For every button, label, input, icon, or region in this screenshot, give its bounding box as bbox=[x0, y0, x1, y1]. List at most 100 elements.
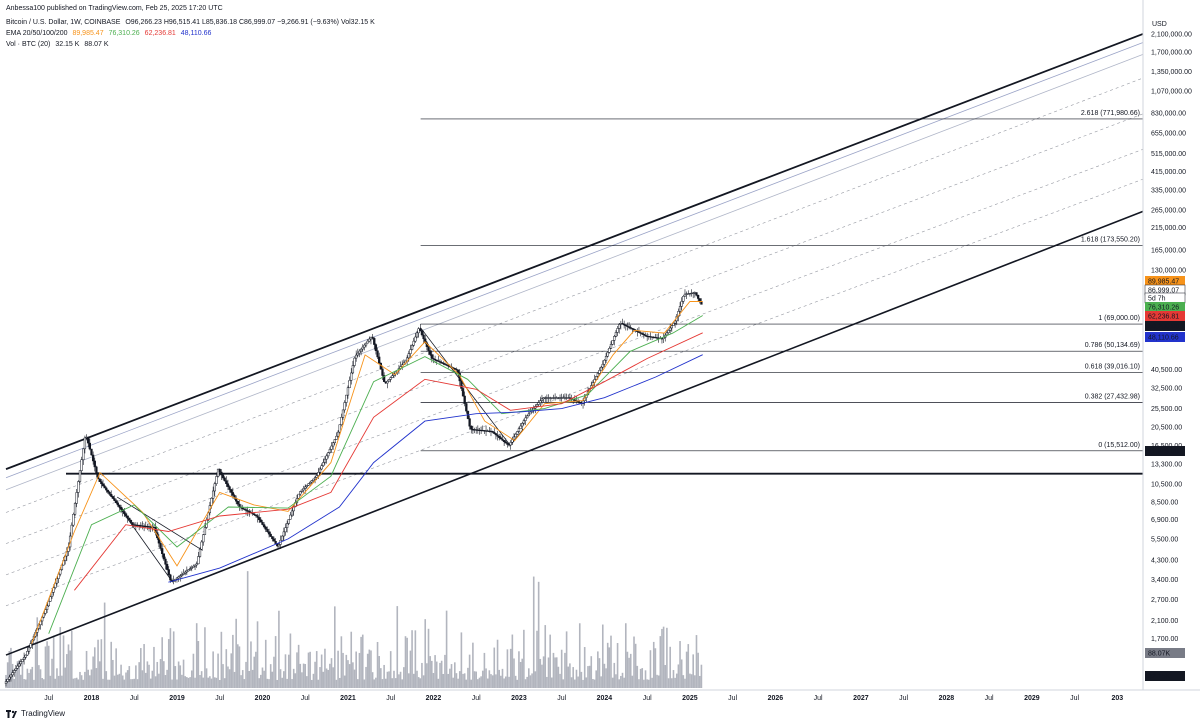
volume-bar bbox=[498, 669, 501, 688]
time-tick-label: 2027 bbox=[853, 695, 869, 702]
time-axis[interactable]: Jul 2018 Jul 2019 Jul 2020 Jul 2021 Jul 2022 Jul 20… bbox=[0, 689, 1200, 702]
volume-bar bbox=[552, 652, 555, 688]
candle-body bbox=[215, 476, 218, 484]
volume-bar bbox=[394, 678, 397, 688]
volume-bar bbox=[368, 649, 371, 688]
candle-body bbox=[455, 368, 458, 371]
volume-bar bbox=[491, 675, 494, 688]
volume-bar bbox=[671, 678, 673, 688]
candle-body bbox=[460, 380, 463, 389]
volume-bar bbox=[608, 647, 611, 688]
time-tick-label: 2018 bbox=[84, 695, 100, 702]
candle-body bbox=[637, 331, 641, 333]
volume-bar bbox=[345, 654, 348, 688]
candle-body bbox=[445, 364, 448, 366]
ema-line bbox=[74, 332, 703, 591]
volume-legend[interactable]: Vol · BTC (20) 32.15 K 88.07 K bbox=[6, 40, 112, 50]
volume-bar bbox=[334, 606, 336, 688]
price-axis[interactable]: USD 2,100,000.00 1,700,000.00 1,350,000.00 1… bbox=[1142, 0, 1192, 690]
candle-body bbox=[221, 474, 225, 479]
candle-body bbox=[535, 404, 539, 407]
volume-bar bbox=[228, 669, 231, 688]
candle-body bbox=[527, 413, 530, 417]
ema-legend[interactable]: EMA 20/50/100/200 89,985.47 76,310.26 62… bbox=[6, 29, 214, 39]
volume-bar bbox=[235, 618, 237, 688]
volume-bar bbox=[260, 674, 262, 688]
volume-bar bbox=[500, 675, 502, 688]
candle-body bbox=[238, 503, 241, 508]
time-tick-label: Jul bbox=[386, 695, 395, 702]
tradingview-brand[interactable]: TradingView bbox=[6, 709, 65, 718]
ema-line bbox=[168, 354, 703, 583]
volume-bar bbox=[435, 661, 438, 688]
candle-body bbox=[14, 668, 18, 671]
volume-bar bbox=[549, 634, 551, 688]
candle-body bbox=[343, 402, 346, 411]
candle-body bbox=[290, 510, 294, 516]
price-tick-label: 40,500.00 bbox=[1151, 367, 1182, 374]
time-tick-label: 203 bbox=[1112, 695, 1124, 702]
candle-body bbox=[225, 480, 228, 484]
price-tick-label: 415,000.00 bbox=[1151, 169, 1186, 176]
volume-bar bbox=[36, 617, 39, 688]
volume-bar bbox=[121, 675, 124, 688]
volume-bar bbox=[527, 668, 530, 688]
volume-bar bbox=[618, 679, 621, 688]
candle-body bbox=[203, 527, 207, 535]
volume-bar bbox=[687, 644, 690, 688]
volume-bar bbox=[268, 679, 270, 688]
volume-bar bbox=[534, 671, 537, 688]
candle-body bbox=[49, 596, 52, 602]
candle-body bbox=[184, 571, 187, 574]
ema-legend-label[interactable]: EMA 20/50/100/200 bbox=[6, 30, 68, 37]
candle-body bbox=[506, 442, 509, 445]
volume-bar bbox=[16, 661, 19, 688]
volume-bar bbox=[620, 675, 622, 688]
candle-body bbox=[359, 348, 363, 352]
candle-body bbox=[325, 455, 328, 460]
candle-body bbox=[382, 375, 386, 382]
volume-bar bbox=[513, 658, 515, 688]
time-tick-label: 2019 bbox=[169, 695, 185, 702]
volume-bar bbox=[449, 668, 451, 688]
volume-bar bbox=[222, 664, 224, 688]
volume-bar bbox=[643, 679, 645, 688]
volume-bar bbox=[493, 647, 496, 688]
volume-bar bbox=[131, 679, 134, 688]
volume-bar bbox=[355, 651, 357, 688]
candle-body bbox=[363, 344, 366, 348]
volume-bar bbox=[659, 636, 662, 688]
volume-bar bbox=[164, 675, 167, 688]
candle-body bbox=[346, 387, 350, 396]
volume-bar bbox=[248, 670, 251, 688]
volume-bar bbox=[457, 678, 459, 688]
candle-body bbox=[70, 524, 73, 537]
volume-bar bbox=[600, 676, 602, 688]
candle-body bbox=[641, 333, 644, 335]
candle-body bbox=[526, 415, 529, 419]
volume-bar bbox=[370, 650, 372, 688]
published-line: Anbessa100 published on TradingView.com,… bbox=[6, 4, 226, 14]
volume-legend-label[interactable]: Vol · BTC (20) bbox=[6, 41, 51, 48]
symbol-title[interactable]: Bitcoin / U.S. Dollar, 1W, COINBASE bbox=[6, 19, 121, 26]
candle-body bbox=[496, 434, 499, 437]
volume-bar bbox=[496, 639, 499, 688]
volume-bar bbox=[587, 666, 589, 688]
candle-body bbox=[198, 548, 202, 557]
volume-bar bbox=[690, 674, 693, 688]
candle-body bbox=[167, 569, 170, 576]
volume-bar bbox=[532, 576, 535, 688]
candle-body bbox=[412, 340, 415, 346]
time-tick-label: 2026 bbox=[768, 695, 784, 702]
volume-bar bbox=[468, 654, 471, 688]
candle-body bbox=[105, 487, 108, 491]
volume-bar bbox=[652, 641, 655, 688]
candle-body bbox=[504, 441, 507, 444]
candle-body bbox=[180, 574, 184, 576]
volume-bar bbox=[519, 661, 522, 688]
symbol-line[interactable]: Bitcoin / U.S. Dollar, 1W, COINBASE O96,… bbox=[6, 18, 378, 28]
price-tick-label: 4,300.00 bbox=[1151, 557, 1178, 564]
candle-body bbox=[680, 301, 683, 307]
candle-body bbox=[282, 531, 285, 537]
